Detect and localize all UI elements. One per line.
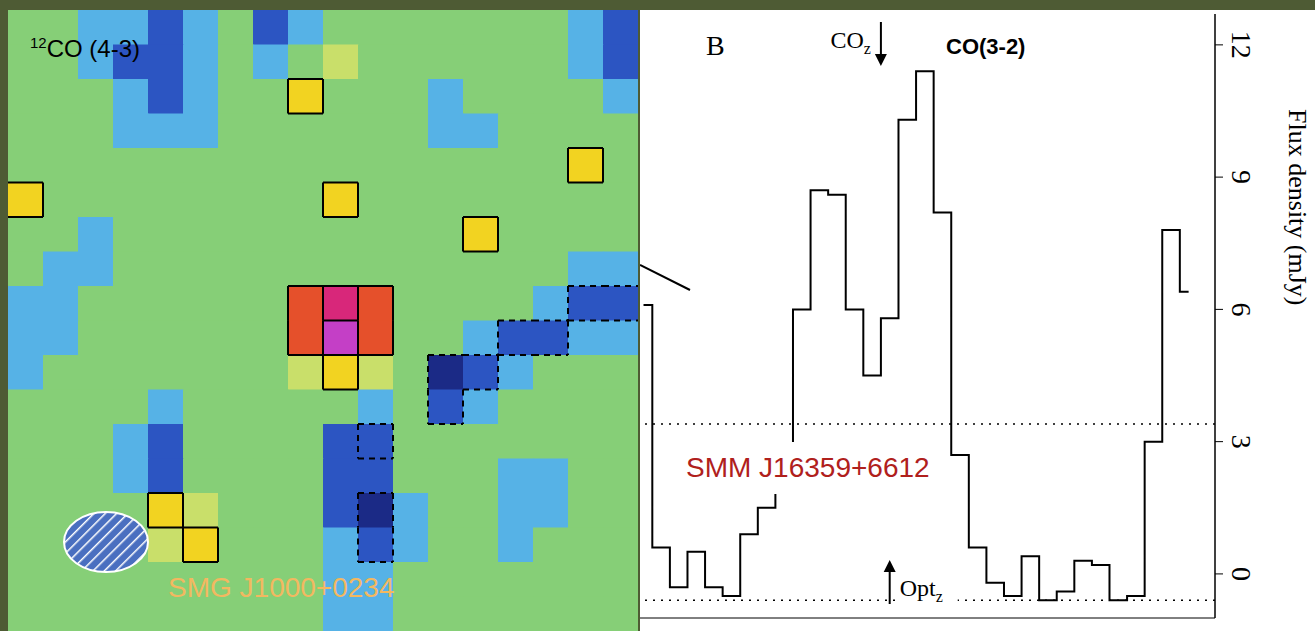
html-text:SMG J1000+0234: SMG J1000+0234 <box>168 572 395 603</box>
html-text:CO(3-2): CO(3-2) <box>946 34 1026 59</box>
svg-text:6: 6 <box>1226 302 1257 316</box>
html-text:B: B <box>706 30 725 61</box>
svg-text:9: 9 <box>1226 170 1257 184</box>
html-text:12CO (4-3): 12CO (4-3) <box>30 34 140 62</box>
svg-text:12: 12 <box>1226 31 1257 59</box>
svg-text:3: 3 <box>1226 435 1257 449</box>
svg-text:COz: COz <box>830 27 870 57</box>
html-text:SMM J16359+6612: SMM J16359+6612 <box>686 452 930 483</box>
svg-text:Optz: Optz <box>900 575 943 605</box>
svg-text:Flux density (mJy): Flux density (mJy) <box>1283 109 1312 305</box>
svg-text:0: 0 <box>1226 567 1257 581</box>
